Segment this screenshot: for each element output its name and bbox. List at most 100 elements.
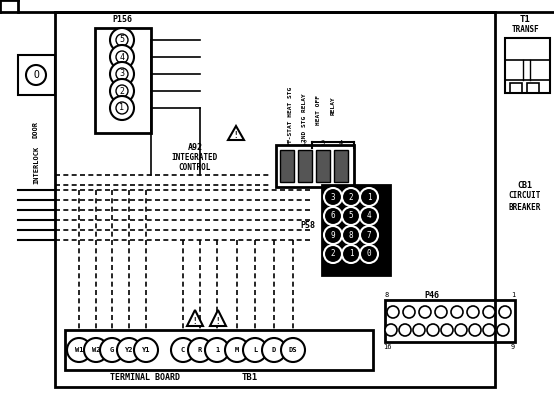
Text: 3: 3	[321, 140, 325, 146]
Bar	[65, 330, 373, 370]
Circle shape	[116, 85, 128, 97]
Text: 9: 9	[511, 344, 515, 350]
Circle shape	[116, 51, 128, 63]
Text: INTERLOCK: INTERLOCK	[33, 146, 39, 184]
Text: L: L	[253, 347, 257, 353]
Circle shape	[324, 207, 342, 225]
Text: W1: W1	[75, 347, 83, 353]
Text: HEAT OFF: HEAT OFF	[316, 95, 321, 125]
Circle shape	[342, 226, 360, 244]
Circle shape	[100, 338, 124, 362]
Text: 1: 1	[511, 292, 515, 298]
Text: TRANSF: TRANSF	[511, 26, 539, 34]
Text: 8: 8	[385, 292, 389, 298]
Circle shape	[225, 338, 249, 362]
Text: 4: 4	[367, 211, 371, 220]
Circle shape	[499, 306, 511, 318]
Circle shape	[483, 306, 495, 318]
Polygon shape	[228, 126, 244, 140]
Text: 2: 2	[303, 140, 307, 146]
Text: 2: 2	[331, 250, 335, 258]
Circle shape	[205, 338, 229, 362]
Circle shape	[435, 306, 447, 318]
Text: 9: 9	[331, 231, 335, 239]
Circle shape	[324, 226, 342, 244]
Text: P46: P46	[424, 290, 439, 299]
Bar	[276, 145, 354, 187]
Circle shape	[116, 68, 128, 80]
Text: CIRCUIT: CIRCUIT	[509, 192, 541, 201]
Text: 16: 16	[383, 344, 391, 350]
Text: TB1: TB1	[242, 372, 258, 382]
Text: R: R	[198, 347, 202, 353]
Text: 1: 1	[348, 250, 353, 258]
Text: O: O	[33, 70, 39, 80]
Text: BREAKER: BREAKER	[509, 203, 541, 211]
Text: G: G	[110, 347, 114, 353]
Bar	[334, 150, 348, 182]
Bar	[322, 185, 390, 275]
Text: 3: 3	[331, 192, 335, 201]
Text: TERMINAL BOARD: TERMINAL BOARD	[110, 372, 180, 382]
Text: A92: A92	[187, 143, 203, 152]
Circle shape	[360, 245, 378, 263]
Circle shape	[403, 306, 415, 318]
Circle shape	[110, 79, 134, 103]
Text: M: M	[235, 347, 239, 353]
Bar	[505, 38, 550, 93]
Text: 1: 1	[215, 347, 219, 353]
Circle shape	[281, 338, 305, 362]
Bar	[95, 28, 151, 133]
Circle shape	[399, 324, 411, 336]
Circle shape	[324, 245, 342, 263]
Text: INTEGRATED: INTEGRATED	[172, 154, 218, 162]
Circle shape	[117, 338, 141, 362]
Text: CB1: CB1	[517, 181, 532, 190]
Text: D: D	[272, 347, 276, 353]
Circle shape	[419, 306, 431, 318]
Circle shape	[324, 188, 342, 206]
Bar	[510, 83, 522, 93]
Circle shape	[134, 338, 158, 362]
Circle shape	[451, 306, 463, 318]
Circle shape	[188, 338, 212, 362]
Text: 2: 2	[120, 87, 125, 96]
Text: 1: 1	[120, 103, 125, 113]
Text: 3: 3	[120, 70, 125, 79]
Text: 6: 6	[331, 211, 335, 220]
Circle shape	[116, 102, 128, 114]
Circle shape	[342, 245, 360, 263]
Bar	[316, 150, 330, 182]
Circle shape	[387, 306, 399, 318]
Text: W2: W2	[92, 347, 100, 353]
Circle shape	[342, 207, 360, 225]
Circle shape	[385, 324, 397, 336]
Bar	[527, 83, 539, 93]
Polygon shape	[187, 310, 203, 326]
Circle shape	[171, 338, 195, 362]
Text: 4: 4	[339, 140, 343, 146]
Circle shape	[110, 62, 134, 86]
Text: P58: P58	[300, 220, 315, 229]
Circle shape	[467, 306, 479, 318]
Text: 5: 5	[348, 211, 353, 220]
Bar	[55, 12, 495, 387]
Text: P156: P156	[112, 15, 132, 24]
Circle shape	[360, 207, 378, 225]
Text: C: C	[181, 347, 185, 353]
Circle shape	[243, 338, 267, 362]
Text: 1: 1	[367, 192, 371, 201]
Text: DOOR: DOOR	[33, 122, 39, 139]
Text: Y2: Y2	[125, 347, 134, 353]
Circle shape	[84, 338, 108, 362]
Circle shape	[360, 226, 378, 244]
Circle shape	[110, 96, 134, 120]
Circle shape	[497, 324, 509, 336]
Text: 0: 0	[367, 250, 371, 258]
Text: 7: 7	[367, 231, 371, 239]
Text: 1: 1	[285, 140, 289, 146]
Bar	[385, 300, 515, 342]
Text: 5: 5	[120, 36, 125, 45]
Polygon shape	[210, 310, 226, 326]
Circle shape	[455, 324, 467, 336]
